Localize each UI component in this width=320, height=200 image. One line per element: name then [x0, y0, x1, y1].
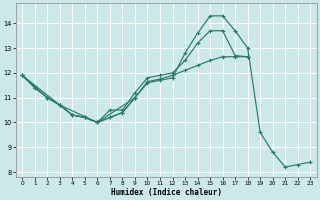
- X-axis label: Humidex (Indice chaleur): Humidex (Indice chaleur): [111, 188, 222, 197]
